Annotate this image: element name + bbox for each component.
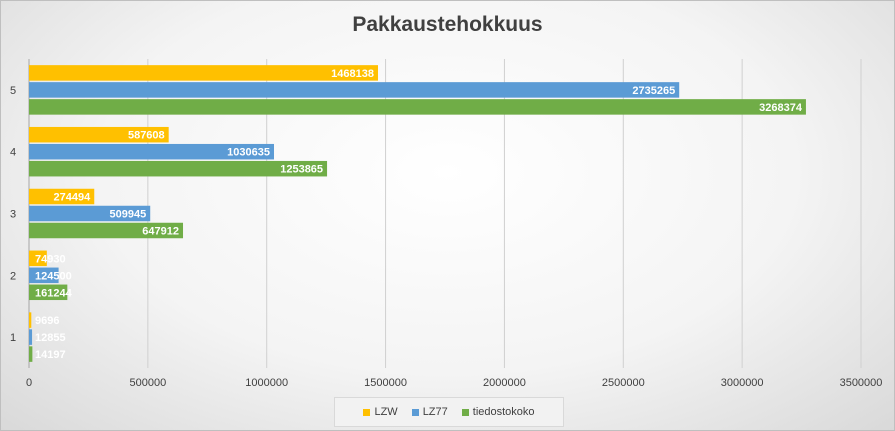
data-label: 124500 <box>35 270 72 282</box>
bar-lz77-1 <box>29 329 33 345</box>
x-tick-label: 3500000 <box>840 377 883 389</box>
legend-label: tiedostokoko <box>472 406 535 418</box>
bar-lzw-1 <box>29 312 32 328</box>
data-label: 14197 <box>35 349 66 361</box>
data-label: 2735265 <box>632 85 675 97</box>
data-label: 647912 <box>142 226 179 238</box>
bar-lzw-2 <box>29 250 47 267</box>
data-label: 509945 <box>110 209 147 221</box>
x-tick-label: 1500000 <box>364 377 407 389</box>
bar-lzw-4 <box>29 126 169 143</box>
data-label: 1468138 <box>331 68 374 80</box>
data-label: 74930 <box>35 253 66 265</box>
legend-item-lz77: LZ77 <box>411 406 448 418</box>
y-tick-label: 2 <box>10 270 16 282</box>
data-label: 274494 <box>54 192 92 204</box>
data-label: 12855 <box>35 332 66 344</box>
bar-lzw-5 <box>29 65 378 81</box>
x-tick-label: 2500000 <box>602 377 645 389</box>
x-tick-label: 500000 <box>129 377 166 389</box>
bar-lz77-5 <box>29 82 680 98</box>
legend-swatch <box>411 408 419 416</box>
data-label: 161244 <box>35 287 73 299</box>
data-label: 587608 <box>128 130 165 142</box>
legend: LZW LZ77 tiedostokoko <box>334 397 564 427</box>
bar-lz77-4 <box>29 143 274 160</box>
bar-tiedostokoko-2 <box>29 284 68 301</box>
chart-title: Pakkaustehokkuus <box>352 13 543 36</box>
legend-item-tiedostokoko: tiedostokoko <box>461 406 535 418</box>
bar-tiedostokoko-1 <box>29 346 33 362</box>
legend-swatch <box>363 408 371 416</box>
x-tick-label: 0 <box>26 377 32 389</box>
data-label: 1030635 <box>227 147 270 159</box>
data-label: 3268374 <box>759 102 803 114</box>
bar-lz77-3 <box>29 205 151 222</box>
bar-tiedostokoko-3 <box>29 222 184 239</box>
bar-lz77-2 <box>29 267 59 284</box>
x-tick-label: 3000000 <box>721 377 764 389</box>
legend-item-lzw: LZW <box>363 406 398 418</box>
legend-label: LZ77 <box>422 406 448 418</box>
y-tick-label: 3 <box>10 209 16 221</box>
bar-tiedostokoko-5 <box>29 99 806 115</box>
x-tick-label: 2000000 <box>483 377 526 389</box>
legend-label: LZW <box>374 406 398 418</box>
y-tick-label: 1 <box>10 332 16 344</box>
x-tick-label: 1000000 <box>245 377 288 389</box>
data-label: 1253865 <box>280 164 323 176</box>
bar-tiedostokoko-4 <box>29 160 328 177</box>
y-tick-label: 5 <box>10 85 16 97</box>
y-tick-label: 4 <box>10 147 16 159</box>
bar-lzw-3 <box>29 188 95 205</box>
data-label: 9696 <box>35 315 59 327</box>
legend-swatch <box>461 408 469 416</box>
